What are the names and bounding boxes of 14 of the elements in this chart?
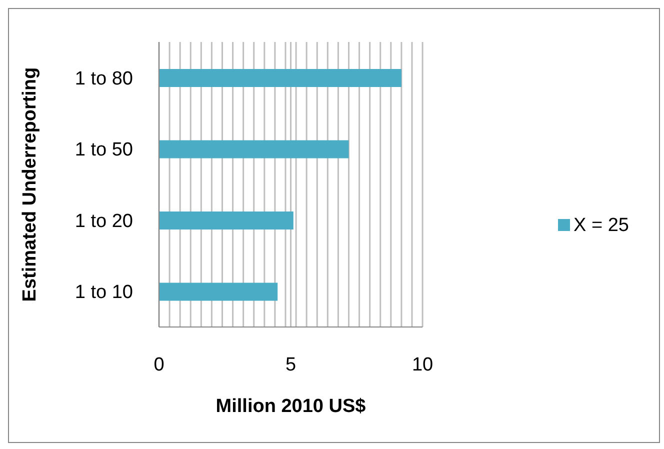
bar <box>159 140 349 158</box>
x-tick-label: 5 <box>285 354 296 376</box>
x-tick-label: 0 <box>154 354 164 376</box>
y-axis-title: Estimated Underreporting <box>20 67 41 302</box>
bar <box>159 282 278 301</box>
x-axis-title: Million 2010 US$ <box>216 396 366 417</box>
x-tick-label: 10 <box>412 354 434 376</box>
y-tick-label: 1 to 50 <box>74 140 133 161</box>
y-tick-label: 1 to 80 <box>74 68 133 90</box>
y-tick-label: 1 to 10 <box>74 282 133 304</box>
bar <box>159 212 294 230</box>
legend-label: X = 25 <box>574 214 629 236</box>
y-tick-label: 1 to 20 <box>74 210 133 232</box>
bar <box>159 69 402 87</box>
